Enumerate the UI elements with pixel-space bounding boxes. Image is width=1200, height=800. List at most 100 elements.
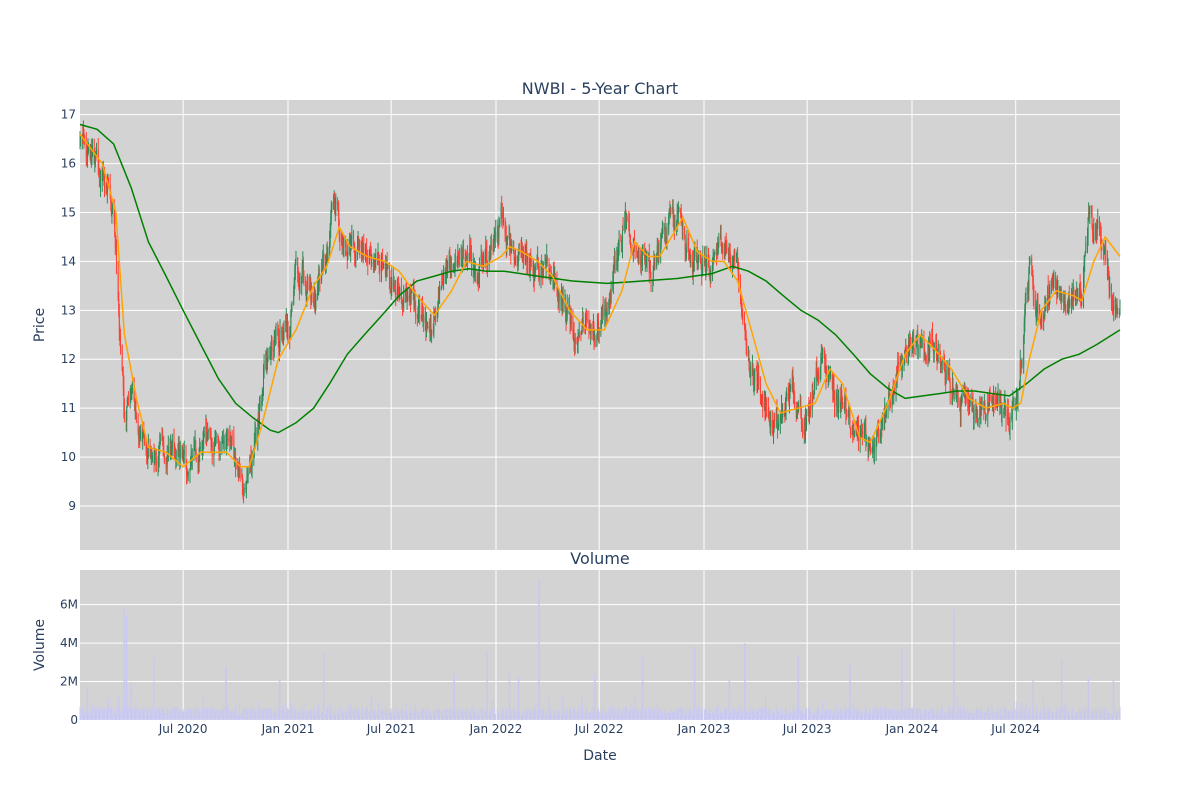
candle-body — [558, 293, 560, 303]
volume-bar — [131, 708, 133, 720]
candle-body — [451, 265, 453, 271]
candle-body — [537, 257, 539, 259]
volume-bar — [836, 711, 838, 720]
candle-body — [928, 348, 930, 354]
candle-body — [632, 247, 634, 251]
candle-body — [429, 319, 431, 331]
volume-bar — [87, 714, 89, 720]
candle-body — [720, 235, 722, 247]
volume-bar — [281, 710, 283, 720]
volume-bar — [624, 707, 626, 720]
candle-body — [114, 217, 116, 237]
candle-body — [155, 453, 157, 461]
volume-bar — [102, 707, 104, 720]
candle-body — [427, 326, 429, 329]
candle-body — [1099, 224, 1101, 227]
candle-body — [1110, 285, 1112, 302]
volume-bar — [581, 694, 583, 720]
candle-body — [749, 362, 751, 373]
volume-bar — [390, 711, 392, 720]
volume-bar — [198, 714, 200, 720]
candle-body — [976, 410, 978, 412]
candle-body — [521, 244, 523, 253]
volume-bar — [538, 579, 540, 720]
volume-bar — [334, 714, 336, 720]
candle-body — [645, 258, 647, 261]
volume-bar — [327, 707, 329, 720]
candle-body — [728, 248, 730, 254]
candle-body — [912, 340, 914, 352]
volume-bar — [690, 710, 692, 720]
volume-bar — [1080, 712, 1082, 720]
candle-body — [197, 456, 199, 463]
candle-body — [773, 429, 775, 435]
candle-body — [162, 437, 164, 439]
volume-bar — [676, 708, 678, 720]
volume-bar — [175, 706, 177, 720]
volume-bar — [161, 708, 163, 720]
volume-bar — [883, 706, 885, 720]
volume-bar — [779, 712, 781, 720]
volume-bar — [111, 706, 113, 720]
candle-body — [379, 263, 381, 272]
candle-body — [582, 317, 584, 324]
candle-body — [758, 373, 760, 385]
volume-bar — [608, 706, 610, 720]
volume-bar — [835, 704, 837, 720]
volume-bar — [754, 713, 756, 720]
volume-bar — [530, 712, 532, 720]
candle-body — [600, 323, 602, 333]
candle-body — [1107, 269, 1109, 277]
volume-bar — [167, 714, 169, 720]
candle-body — [618, 246, 620, 250]
volume-bar — [656, 704, 658, 720]
volume-bar — [1100, 707, 1102, 720]
volume-bar — [1039, 711, 1041, 720]
volume-bar — [887, 708, 889, 720]
volume-bar — [1075, 711, 1077, 720]
candle-body — [963, 387, 965, 389]
candle-body — [920, 346, 922, 348]
volume-bar — [101, 706, 103, 720]
candle-body — [302, 262, 304, 277]
candle-body — [820, 364, 822, 369]
candle-body — [448, 251, 450, 269]
volume-bar — [470, 709, 472, 720]
volume-bar — [399, 711, 401, 720]
volume-bar — [973, 710, 975, 720]
candle-body — [193, 448, 195, 457]
volume-bar — [247, 710, 249, 720]
candle-body — [805, 418, 807, 426]
candle-body — [406, 292, 408, 301]
candle-body — [593, 325, 595, 339]
volume-bar — [596, 712, 598, 720]
candle-body — [877, 425, 879, 438]
volume-bar — [1068, 712, 1070, 720]
volume-bar — [1005, 708, 1007, 720]
candle-body — [625, 217, 627, 223]
volume-bar — [502, 709, 504, 720]
candle-body — [321, 266, 323, 269]
volume-bar — [186, 708, 188, 720]
candle-body — [1003, 404, 1005, 415]
volume-bar — [598, 708, 600, 720]
volume-bar — [752, 711, 754, 720]
candle-body — [778, 422, 780, 427]
candle-body — [233, 437, 235, 458]
volume-bar — [969, 711, 971, 720]
volume-bar — [1031, 710, 1033, 720]
candle-body — [341, 239, 343, 245]
volume-bar — [347, 711, 349, 720]
volume-bar — [453, 673, 455, 720]
candle-body — [459, 259, 461, 261]
volume-bar — [436, 710, 438, 720]
volume-bar — [811, 715, 813, 720]
candle-body — [415, 308, 417, 316]
candle-body — [385, 271, 387, 274]
volume-bar — [913, 713, 915, 720]
candle-body — [446, 266, 448, 272]
volume-bar — [1040, 707, 1042, 720]
candle-body — [390, 288, 392, 292]
volume-bar — [596, 712, 598, 720]
volume-bar — [1063, 710, 1065, 720]
